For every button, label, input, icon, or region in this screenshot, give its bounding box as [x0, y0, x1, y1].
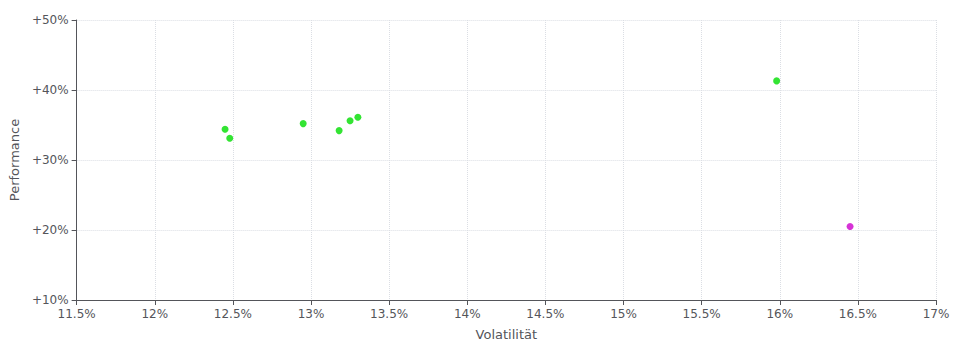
- svg-text:+30%: +30%: [32, 153, 69, 167]
- svg-text:14.5%: 14.5%: [526, 307, 564, 321]
- svg-text:Performance: Performance: [7, 119, 22, 201]
- svg-text:15%: 15%: [610, 307, 637, 321]
- svg-text:16%: 16%: [766, 307, 793, 321]
- svg-text:+40%: +40%: [32, 83, 69, 97]
- svg-text:13.5%: 13.5%: [370, 307, 408, 321]
- svg-text:11.5%: 11.5%: [58, 307, 96, 321]
- svg-text:Volatilität: Volatilität: [476, 327, 538, 342]
- svg-text:17%: 17%: [923, 307, 950, 321]
- svg-text:+50%: +50%: [32, 13, 69, 27]
- svg-text:12.5%: 12.5%: [214, 307, 252, 321]
- svg-text:+20%: +20%: [32, 223, 69, 237]
- svg-text:16.5%: 16.5%: [839, 307, 877, 321]
- svg-text:12%: 12%: [141, 307, 168, 321]
- svg-text:13%: 13%: [298, 307, 325, 321]
- svg-text:15.5%: 15.5%: [683, 307, 721, 321]
- svg-text:14%: 14%: [454, 307, 481, 321]
- svg-text:+10%: +10%: [32, 293, 69, 307]
